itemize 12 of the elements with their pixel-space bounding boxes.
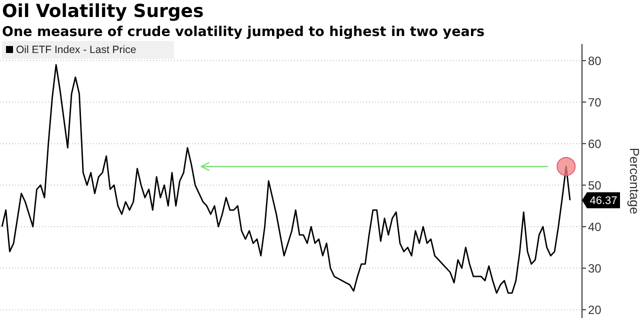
y-tick-label: 30 (588, 261, 602, 276)
y-tick-label: 40 (588, 220, 602, 234)
y-axis-title: Percentage (627, 148, 640, 214)
chart-title: Oil Volatility Surges (2, 1, 204, 22)
chart-subtitle: One measure of crude volatility jumped to highest in two years (2, 24, 485, 40)
y-tick-label: 70 (588, 95, 602, 110)
y-tick-label: 60 (588, 136, 602, 151)
y-tick-label: 20 (588, 302, 602, 317)
y-tick-label: 80 (588, 54, 602, 68)
legend-label: Oil ETF Index - Last Price (16, 44, 136, 56)
data-label: 46.37 (590, 195, 618, 208)
y-tick-label: 50 (588, 178, 602, 192)
